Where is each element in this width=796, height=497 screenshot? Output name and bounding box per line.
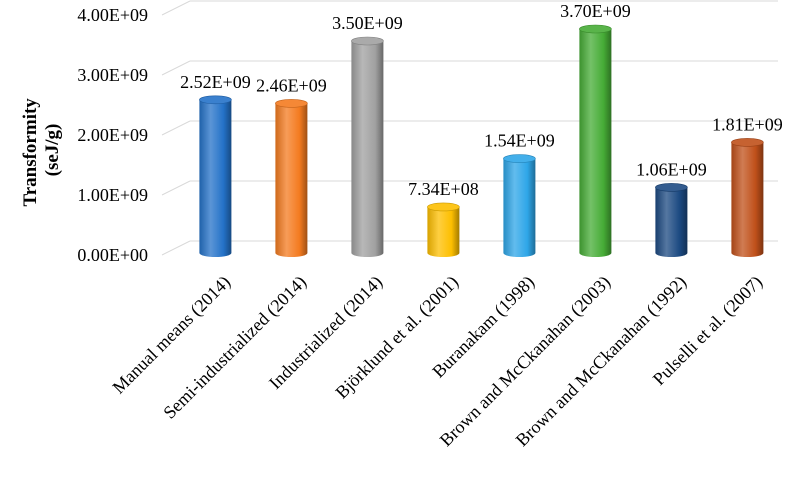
y-tick-label: 1.00E+09 (77, 185, 148, 205)
data-label: 3.50E+09 (332, 13, 403, 33)
bar (275, 99, 308, 258)
bars (199, 24, 764, 258)
y-axis-ticks: 0.00E+00 1.00E+09 2.00E+09 3.00E+09 4.00E+09 (77, 5, 148, 265)
bar-body (655, 187, 688, 257)
y-tick-label: 3.00E+09 (77, 65, 148, 85)
gridline-diagonal (161, 0, 191, 16)
y-tick-label: 2.00E+09 (77, 125, 148, 145)
bar-body (503, 158, 536, 257)
bar-body (199, 99, 232, 257)
bar-body (731, 142, 764, 257)
bar (199, 95, 232, 257)
bar-top (655, 183, 688, 192)
data-label: 2.52E+09 (180, 72, 251, 92)
bar-top (731, 138, 764, 147)
bar (579, 24, 612, 257)
data-label: 7.34E+08 (408, 179, 479, 199)
bar-top (503, 154, 536, 163)
data-labels: 2.52E+09 2.46E+09 3.50E+09 7.34E+08 1.54E+09… (180, 1, 783, 199)
bar-top (275, 99, 308, 108)
bar (427, 202, 460, 257)
bar-top (199, 95, 232, 105)
bar-body (351, 41, 384, 257)
x-axis-ticks: Manual means (2014)Semi-industrialized (… (108, 272, 767, 451)
y-axis-label-line-1: Transformity (20, 98, 41, 207)
gridline-diagonal (161, 240, 191, 256)
gridline-diagonal (161, 120, 191, 136)
x-tick-label: Semi-industrialized (2014) (159, 272, 311, 424)
bar (503, 154, 536, 257)
y-axis-label: Transformity (seJ/g) (20, 93, 63, 206)
data-label: 2.46E+09 (256, 75, 327, 95)
bar-body (427, 206, 460, 257)
bar-body (275, 103, 308, 258)
data-label: 1.81E+09 (712, 114, 783, 134)
data-label: 1.54E+09 (484, 131, 555, 151)
bar (655, 183, 688, 257)
bar-body (579, 29, 612, 257)
gridline-diagonal (161, 180, 191, 196)
bar-top (579, 24, 612, 34)
bar-top (427, 202, 460, 212)
y-tick-label: 0.00E+00 (77, 245, 148, 265)
y-axis-label-line-2: (seJ/g) (42, 124, 63, 177)
gridline-diagonal (161, 60, 191, 76)
bar-top (351, 36, 384, 46)
bar (731, 138, 764, 257)
bar (351, 36, 384, 257)
y-tick-label: 4.00E+09 (77, 5, 148, 25)
data-label: 1.06E+09 (636, 159, 707, 179)
data-label: 3.70E+09 (560, 1, 631, 21)
